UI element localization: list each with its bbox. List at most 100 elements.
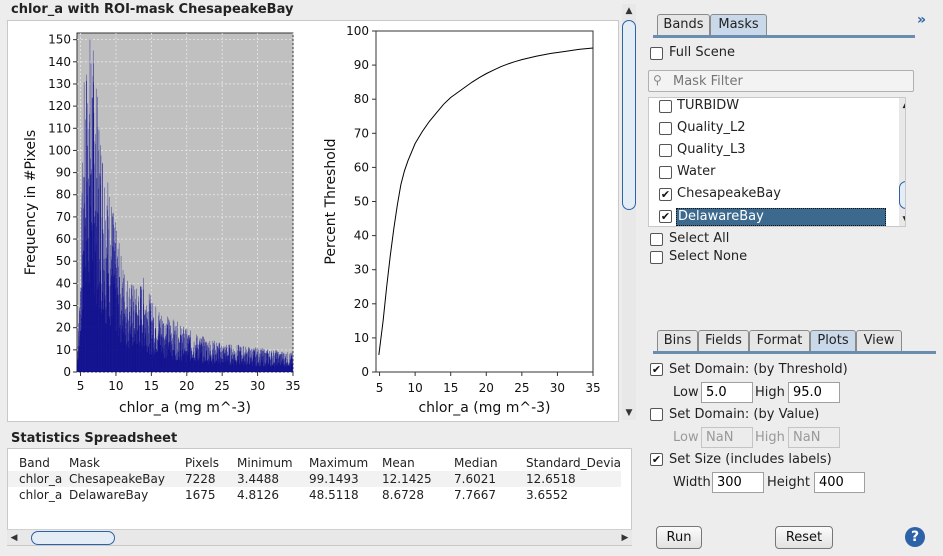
histogram-y-tick-label: 20: [56, 321, 71, 335]
mask-label: Quality_L2: [677, 120, 746, 135]
width-input[interactable]: [712, 472, 764, 493]
mask-checkbox[interactable]: ✔: [659, 188, 672, 201]
column-header[interactable]: Maximum: [309, 456, 369, 470]
histogram-y-tick-label: 100: [48, 143, 71, 157]
tab-fields[interactable]: Fields: [698, 330, 749, 351]
table-cell: 12.6518: [526, 471, 622, 487]
histogram-y-tick-label: 60: [56, 232, 71, 246]
table-cell: 99.1493: [309, 471, 382, 487]
mask-item[interactable]: TURBIDW: [649, 98, 889, 118]
mask-checkbox[interactable]: [659, 122, 672, 135]
mask-list-scrollbar[interactable]: ▲ ▼: [899, 98, 905, 226]
mask-checkbox[interactable]: ✔: [659, 210, 672, 223]
table-row[interactable]: chlor_a ChesapeakeBay 7228 3.4488 99.1493 12.…: [8, 471, 622, 487]
tab-underline: [653, 351, 936, 354]
scroll-down-arrow-icon[interactable]: ▼: [899, 213, 905, 226]
plot-title: chlor_a with ROI-mask ChesapeakeBay: [11, 2, 294, 17]
column-header[interactable]: Pixels: [185, 456, 220, 470]
threshold-y-tick-label: 80: [354, 92, 369, 106]
threshold-x-tick-label: 20: [479, 381, 494, 395]
histogram-y-tick-label: 10: [56, 343, 71, 357]
stats-title: Statistics Spreadsheet: [11, 431, 178, 446]
set-size-checkbox[interactable]: ✔: [650, 453, 663, 466]
help-icon[interactable]: ?: [905, 527, 925, 547]
table-cell: 7.6021: [454, 471, 526, 487]
mask-item[interactable]: ✔ DelawareBay: [649, 206, 889, 226]
mask-item[interactable]: Quality_L3: [649, 140, 889, 162]
domain-value-checkbox[interactable]: [650, 408, 663, 421]
mask-item[interactable]: Quality_L2: [649, 118, 889, 140]
column-header[interactable]: Mask: [69, 456, 100, 470]
threshold-y-tick-label: 100: [346, 24, 369, 38]
tab-bands[interactable]: Bands: [657, 14, 710, 35]
table-cell: 8.6728: [382, 488, 424, 502]
column-header[interactable]: Mean: [382, 456, 415, 470]
threshold-y-tick-label: 90: [354, 58, 369, 72]
column-header[interactable]: Band: [19, 456, 50, 470]
run-button[interactable]: Run: [656, 526, 702, 549]
column-header[interactable]: Minimum: [237, 456, 293, 470]
mask-checkbox[interactable]: [659, 144, 672, 157]
select-all-checkbox[interactable]: [650, 233, 663, 246]
width-label: Width: [673, 475, 711, 490]
scroll-up-arrow-icon[interactable]: ▲: [899, 98, 905, 112]
full-scene-checkbox[interactable]: [650, 47, 663, 60]
select-none-checkbox[interactable]: [650, 251, 663, 264]
histogram-y-tick-label: 70: [56, 210, 71, 224]
tab-bins[interactable]: Bins: [657, 330, 698, 351]
mask-filter-input[interactable]: [673, 73, 909, 89]
domain-threshold-checkbox[interactable]: ✔: [650, 363, 663, 376]
mask-item[interactable]: Water: [649, 162, 889, 184]
mask-label: Water: [677, 164, 716, 179]
scroll-thumb[interactable]: [31, 531, 115, 545]
table-cell: 48.5118: [309, 488, 359, 502]
histogram-x-tick-label: 5: [77, 379, 85, 393]
scroll-thumb[interactable]: [899, 181, 905, 209]
table-cell: 3.6552: [526, 488, 568, 502]
value-high-input: [788, 427, 840, 448]
histogram-x-tick-label: 15: [144, 379, 159, 393]
scroll-up-arrow-icon[interactable]: ▲: [625, 6, 633, 16]
height-input[interactable]: [814, 472, 865, 493]
threshold-low-input[interactable]: [701, 382, 753, 403]
set-size-label: Set Size (includes labels): [669, 452, 832, 467]
tab-view[interactable]: View: [856, 330, 902, 351]
value-low-input: [701, 427, 753, 448]
tab-format[interactable]: Format: [749, 330, 810, 351]
tab-plots[interactable]: Plots: [810, 330, 856, 351]
select-all-label: Select All: [669, 231, 730, 246]
collapse-panel-icon[interactable]: »: [917, 12, 927, 28]
threshold-line: [378, 47, 594, 356]
scroll-down-arrow-icon[interactable]: ▼: [625, 408, 633, 418]
plot-canvas: 5 10 15 20 25 30 35010203040506070809010011012…: [23, 24, 601, 416]
table-row[interactable]: chlor_a DelawareBay 1675 4.8126 48.5118 8.672…: [8, 487, 621, 503]
scroll-right-arrow-icon[interactable]: ▶: [621, 533, 629, 543]
histogram-y-tick-label: 40: [56, 276, 71, 290]
plot-panel: chlor_a with ROI-mask ChesapeakeBay 5 10 1…: [7, 2, 636, 546]
mask-item[interactable]: ✔ ChesapeakeBay: [649, 184, 889, 206]
threshold-x-tick-label: 35: [585, 381, 600, 395]
column-header[interactable]: Median: [454, 456, 498, 470]
threshold-x-tick-label: 5: [376, 381, 384, 395]
high-label: High: [755, 385, 785, 400]
search-icon: ⚲: [653, 73, 662, 87]
table-cell: chlor_a: [19, 488, 63, 502]
mask-filter[interactable]: ⚲: [648, 70, 914, 92]
stats-horizontal-scrollbar[interactable]: ◀ ▶: [7, 529, 632, 545]
mask-checkbox[interactable]: [659, 166, 672, 179]
scroll-thumb[interactable]: [622, 20, 636, 210]
mask-checkbox[interactable]: [659, 100, 672, 113]
tab-masks[interactable]: Masks: [710, 14, 767, 35]
stats-header-row: Band Mask Pixels Minimum Maximum Mean Median St…: [8, 455, 621, 471]
column-header[interactable]: Standard_Devia: [526, 456, 622, 470]
low-label: Low: [673, 385, 699, 400]
mask-label: Quality_L3: [677, 142, 746, 157]
plot-vertical-scrollbar[interactable]: ▲ ▼: [622, 4, 636, 420]
threshold-x-tick-label: 25: [514, 381, 529, 395]
reset-button[interactable]: Reset: [775, 526, 833, 549]
histogram-x-tick-label: 25: [215, 379, 230, 393]
domain-threshold-label: Set Domain: (by Threshold): [669, 362, 848, 377]
scroll-left-arrow-icon[interactable]: ◀: [10, 533, 18, 543]
table-cell: 12.1425: [382, 471, 454, 487]
threshold-high-input[interactable]: [788, 382, 840, 403]
